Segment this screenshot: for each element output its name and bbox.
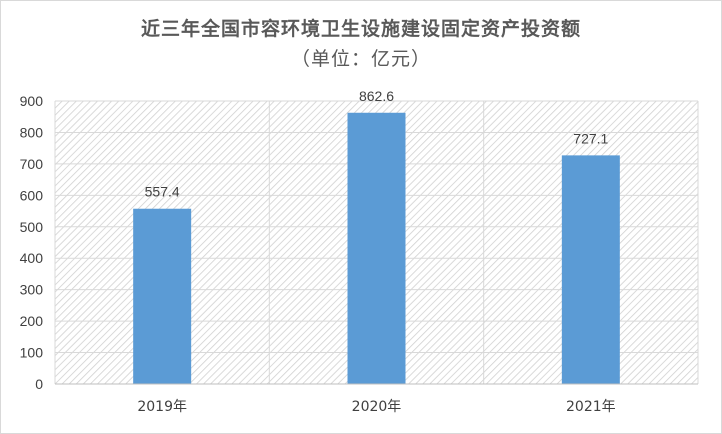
data-label: 557.4	[145, 184, 180, 200]
bar-2021年	[561, 155, 620, 384]
y-axis: 0 100 200 300 400 500 600 700 800 900	[20, 93, 44, 392]
data-label: 862.6	[359, 88, 394, 104]
y-tick-label: 500	[20, 219, 44, 235]
bar-2019年	[133, 208, 192, 384]
y-tick-label: 200	[20, 313, 44, 329]
data-label: 727.1	[573, 130, 608, 146]
x-tick-label: 2020年	[352, 399, 402, 415]
y-tick-label: 900	[20, 93, 44, 109]
x-tick-label: 2019年	[137, 399, 187, 415]
y-tick-label: 800	[20, 124, 44, 140]
x-tick-label: 2021年	[566, 399, 616, 415]
x-axis: 2019年 2020年 2021年	[55, 383, 698, 415]
y-tick-label: 100	[20, 345, 44, 361]
chart-subtitle: （单位：亿元）	[290, 48, 431, 70]
chart-title: 近三年全国市容环境卫生设施建设固定资产投资额	[140, 18, 581, 40]
bar-2020年	[347, 112, 406, 384]
y-tick-label: 700	[20, 156, 44, 172]
bars: 557.4 862.6 727.1	[133, 88, 620, 384]
y-tick-label: 600	[20, 187, 44, 203]
y-tick-label: 0	[35, 376, 43, 392]
y-tick-label: 400	[20, 250, 44, 266]
y-tick-label: 300	[20, 282, 44, 298]
